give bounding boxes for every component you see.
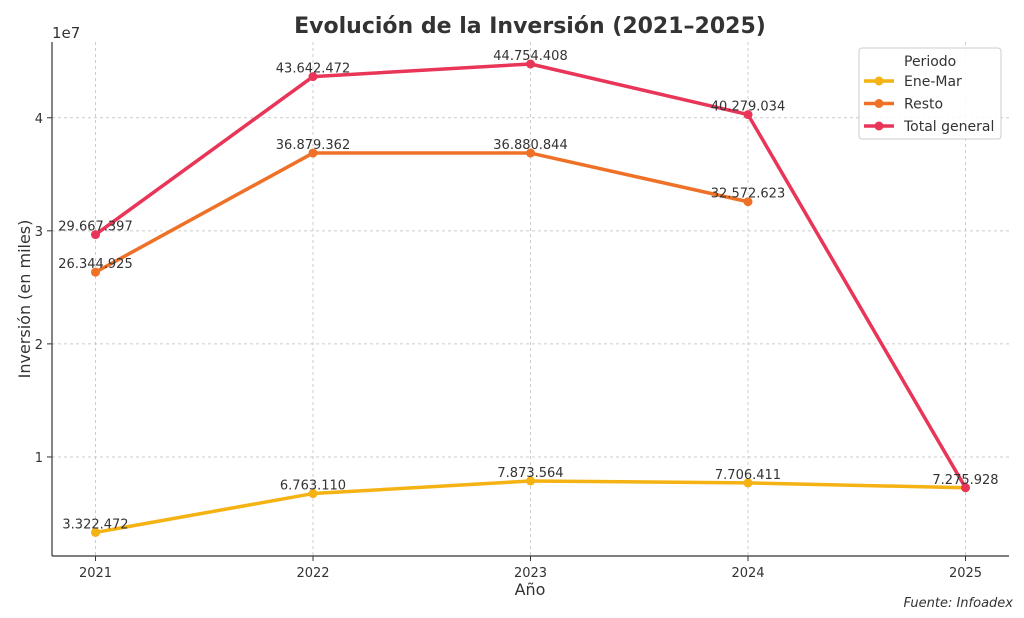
- y-axis-label: Inversión (en miles): [15, 220, 34, 379]
- x-axis-label: Año: [515, 580, 546, 599]
- data-point-ene-mar: [526, 476, 535, 486]
- data-point-total-general: [526, 59, 535, 69]
- x-tick-label: 2025: [949, 566, 982, 581]
- data-point-ene-mar: [308, 489, 318, 499]
- data-label-total-general: 29.667.397: [58, 220, 132, 235]
- data-point-resto: [308, 148, 318, 158]
- data-label-total-general: 40.279.034: [711, 100, 785, 115]
- data-point-total-general: [961, 483, 970, 493]
- data-label-resto: 36.880.844: [493, 138, 567, 153]
- data-label-ene-mar: 7.873.564: [497, 466, 563, 481]
- data-label-resto: 36.879.362: [276, 138, 350, 153]
- y-offset-label: 1e7: [52, 24, 80, 42]
- legend-label-total-general: Total general: [903, 119, 994, 135]
- data-label-ene-mar: 7.275.928: [932, 473, 998, 488]
- data-point-resto: [526, 148, 535, 158]
- chart-title: Evolución de la Inversión (2021–2025): [294, 14, 766, 39]
- data-label-resto: 32.572.623: [711, 187, 785, 202]
- x-tick-label: 2022: [296, 566, 329, 581]
- legend-marker-ene-mar: [874, 76, 884, 86]
- data-label-resto: 26.344.925: [58, 257, 132, 272]
- y-tick-label: 2: [35, 338, 43, 353]
- data-label-ene-mar: 6.763.110: [280, 479, 346, 494]
- legend-label-ene-mar: Ene-Mar: [904, 74, 962, 90]
- x-tick-label: 2021: [79, 566, 112, 581]
- legend-title: Periodo: [904, 54, 956, 70]
- x-tick-label: 2024: [731, 566, 764, 581]
- data-point-total-general: [308, 72, 318, 82]
- data-point-total-general: [91, 230, 100, 240]
- legend-marker-total-general: [874, 121, 884, 131]
- y-tick-label: 3: [35, 225, 43, 240]
- data-label-ene-mar: 7.706.411: [715, 468, 781, 483]
- legend: Periodo Ene-Mar Resto Total general: [858, 47, 1002, 140]
- legend-label-resto: Resto: [904, 97, 943, 113]
- data-label-total-general: 43.642.472: [276, 62, 350, 77]
- data-label-total-general: 44.754.408: [493, 49, 567, 64]
- data-point-total-general: [743, 110, 753, 120]
- x-tick-label: 2023: [514, 566, 547, 581]
- data-label-ene-mar: 3.322.472: [62, 517, 128, 532]
- y-tick-label: 4: [35, 112, 43, 127]
- data-point-resto: [91, 267, 100, 277]
- data-point-resto: [743, 197, 753, 207]
- legend-marker-resto: [874, 99, 884, 108]
- source-note: Fuente: Infoadex: [903, 596, 1013, 611]
- data-point-ene-mar: [743, 478, 753, 488]
- legend-box: [858, 47, 1002, 140]
- y-tick-label: 1: [35, 451, 43, 466]
- series-line-resto: [94, 151, 749, 274]
- data-point-ene-mar: [91, 527, 100, 537]
